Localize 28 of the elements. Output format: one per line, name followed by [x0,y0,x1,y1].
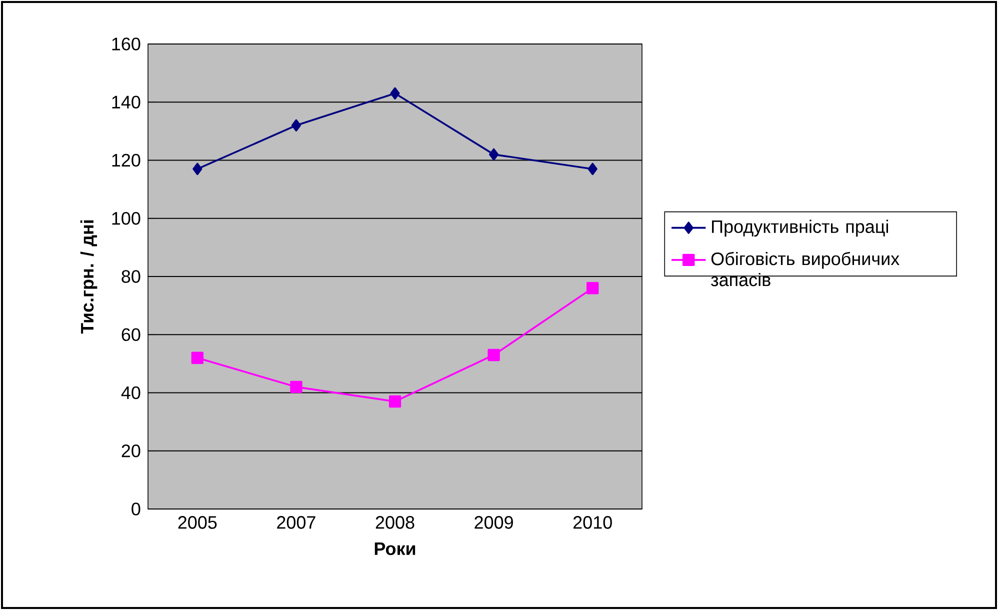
point [191,352,204,364]
y-tick-label: 60 [122,328,140,342]
x-tick-label: 2010 [573,516,612,529]
point [588,162,598,176]
point [291,119,301,132]
y-tick-label: 40 [121,386,140,400]
y-tick-label: 120 [112,154,140,167]
point [488,348,500,362]
x-tick-label: 2005 [178,516,217,529]
y-tick-label: 80 [122,270,140,283]
y-tick-label: 160 [112,38,140,50]
point [388,395,402,408]
y-tick-label: 0 [132,502,140,516]
y-tick-label: 140 [112,96,140,109]
point [290,380,302,394]
point [586,282,599,294]
point [390,87,400,100]
y-tick-label: 20 [122,444,140,458]
y-axis-title: Тис.грн. / дні [80,220,98,334]
y-tick-label: 100 [112,212,140,225]
x-tick-label: 2008 [376,516,414,529]
x-tick-label: 2007 [277,516,316,529]
legend-label: Обіговість виробничих запасів [711,252,900,286]
x-axis-title: Роки [374,542,416,556]
point [489,148,499,161]
point [192,162,202,176]
x-tick-label: 2009 [474,516,513,529]
legend-label: Продуктивність праці [712,220,888,237]
